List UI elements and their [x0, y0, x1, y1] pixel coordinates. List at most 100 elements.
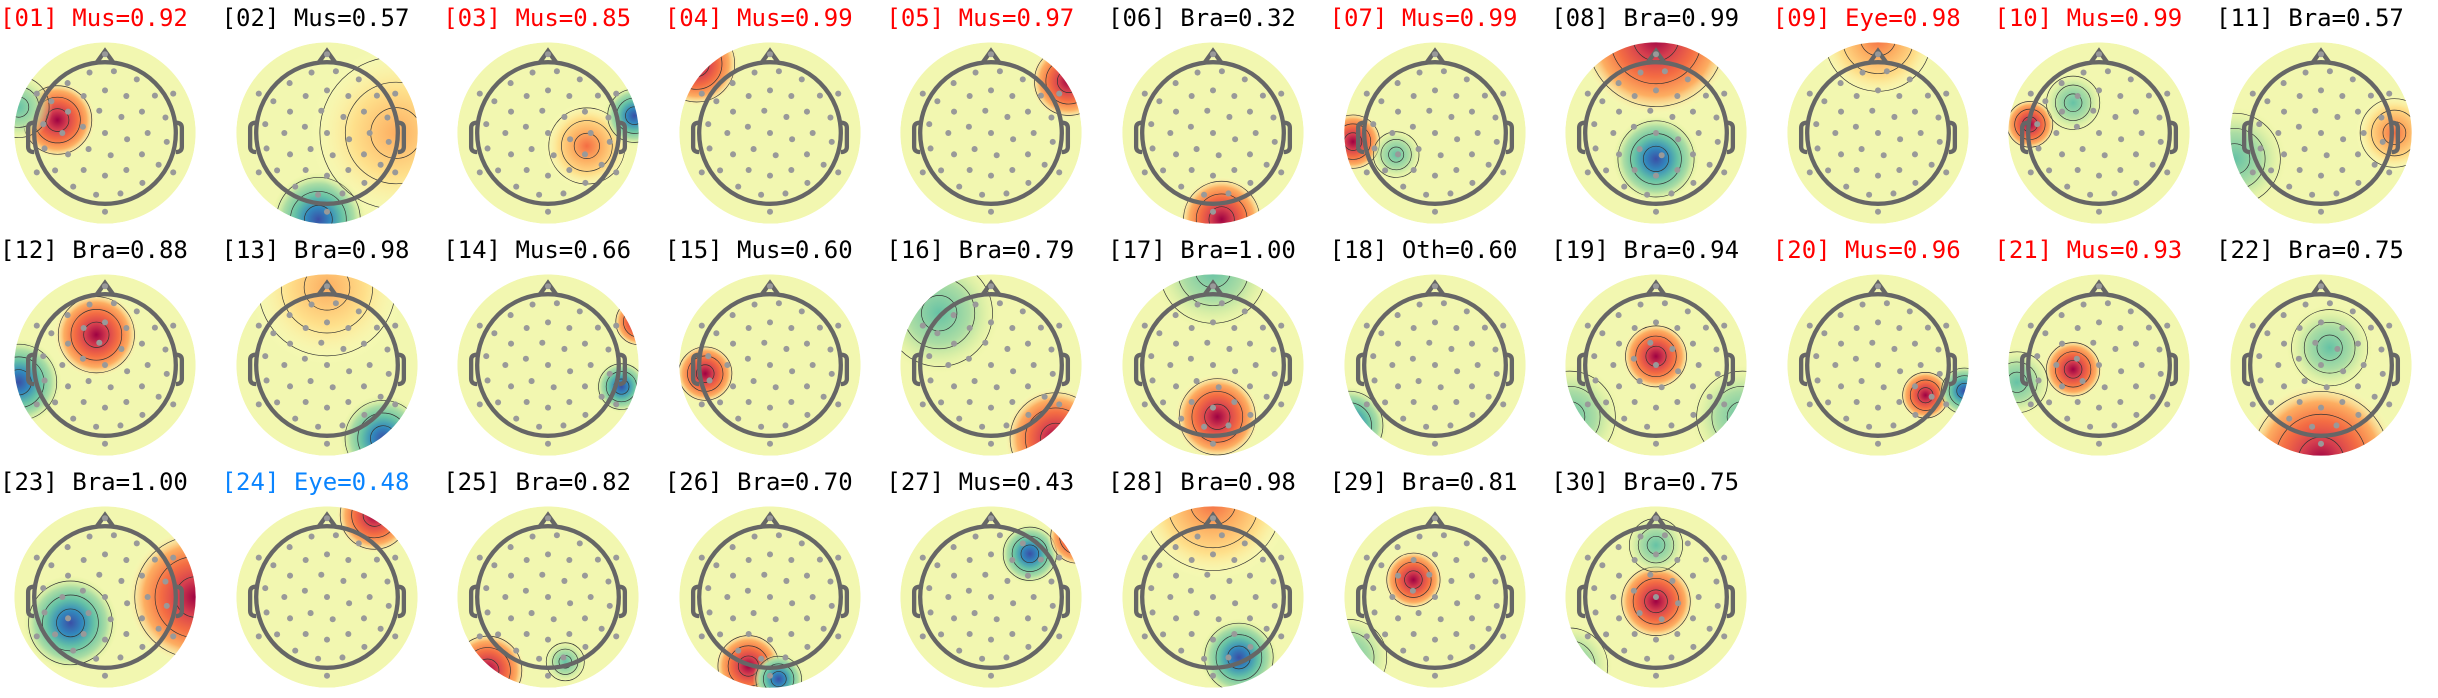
electrode: [1209, 672, 1217, 679]
electrode: [2317, 404, 2325, 411]
electrode: [2035, 145, 2042, 152]
component-label: Mus=0.93: [2066, 236, 2183, 264]
head-outline: [1355, 47, 1514, 206]
component-8[interactable]: [08] Bra=0.99: [1551, 4, 1773, 234]
component-22[interactable]: [22] Bra=0.75: [2216, 236, 2438, 466]
electrode: [1422, 655, 1429, 662]
topomap: [2008, 42, 2191, 224]
electrodes: [1584, 51, 1728, 215]
component-3[interactable]: [03] Mus=0.85: [443, 4, 665, 234]
electrode: [545, 404, 552, 411]
component-17[interactable]: [17] Bra=1.00: [1108, 236, 1330, 466]
electrodes: [1141, 283, 1285, 447]
electrode: [1453, 136, 1460, 143]
electrode: [766, 283, 773, 290]
component-24[interactable]: [24] Eye=0.48: [222, 468, 444, 698]
electrode: [1890, 190, 1897, 197]
component-29[interactable]: [29] Bra=0.81: [1330, 468, 1552, 698]
component-23[interactable]: [23] Bra=1.00: [0, 468, 222, 698]
component-12[interactable]: [12] Bra=0.88: [0, 236, 222, 466]
electrode: [1246, 340, 1253, 347]
electrode: [2249, 401, 2256, 408]
electrode: [988, 87, 995, 94]
electrode: [2367, 92, 2374, 99]
electrode: [1662, 300, 1669, 307]
component-30[interactable]: [30] Bra=0.75: [1551, 468, 1773, 698]
component-10[interactable]: [10] Mus=0.99: [1994, 4, 2216, 234]
contour-line: [70, 309, 123, 361]
component-2[interactable]: [02] Mus=0.57: [222, 4, 444, 234]
component-16[interactable]: [16] Bra=0.79: [886, 236, 1108, 466]
component-11[interactable]: [11] Bra=0.57: [2216, 4, 2438, 234]
contour-line: [2274, 413, 2368, 456]
electrode: [52, 631, 59, 638]
electrode: [1394, 544, 1401, 551]
electrode: [982, 571, 989, 578]
electrode: [613, 90, 620, 97]
component-18[interactable]: [18] Oth=0.60: [1330, 236, 1552, 466]
electrode: [123, 398, 130, 405]
electrode: [550, 384, 557, 391]
electrode: [360, 411, 368, 418]
component-1[interactable]: [01] Mus=0.92: [0, 4, 222, 234]
electrode: [323, 51, 330, 58]
electrode: [1050, 602, 1057, 609]
contour-line: [1696, 370, 1747, 456]
component-7[interactable]: [07] Mus=0.99: [1330, 4, 1552, 234]
electrode: [788, 368, 795, 375]
electrode: [286, 383, 293, 390]
component-index: [20]: [1772, 236, 1831, 264]
electrode: [1399, 647, 1406, 654]
electrode: [1695, 129, 1702, 137]
topomap: [1343, 506, 1526, 688]
electrode: [286, 108, 293, 115]
component-27[interactable]: [27] Mus=0.43: [886, 468, 1108, 698]
component-9[interactable]: [09] Eye=0.98: [1773, 4, 1995, 234]
electrode: [1431, 361, 1438, 369]
electrode: [323, 283, 330, 290]
electrode: [2117, 93, 2124, 100]
electrode: [2080, 301, 2087, 308]
component-20[interactable]: [20] Mus=0.96: [1773, 236, 1995, 466]
component-label: Mus=0.99: [737, 4, 853, 32]
component-28[interactable]: [28] Bra=0.98: [1108, 468, 1330, 698]
electrode: [545, 593, 552, 601]
component-6[interactable]: [06] Bra=0.32: [1108, 4, 1330, 234]
component-15[interactable]: [15] Mus=0.60: [665, 236, 887, 466]
electrode: [1252, 129, 1259, 137]
electrode: [255, 633, 262, 640]
component-4[interactable]: [04] Mus=0.99: [665, 4, 887, 234]
electrode: [751, 301, 758, 308]
electrode: [314, 655, 321, 662]
component-14[interactable]: [14] Mus=0.66: [443, 236, 665, 466]
electrode: [1167, 129, 1174, 137]
electrode: [1048, 346, 1055, 353]
electrode: [545, 361, 552, 369]
component-25[interactable]: [25] Bra=0.82: [443, 468, 665, 698]
electrode: [1004, 345, 1011, 352]
electrode: [1218, 300, 1225, 307]
component-13[interactable]: [13] Bra=0.98: [222, 236, 444, 466]
electrode: [124, 600, 131, 607]
electrode: [828, 138, 835, 145]
electrode: [2046, 399, 2053, 406]
electrode: [2312, 107, 2319, 114]
electrode: [1499, 322, 1506, 329]
electrode: [816, 324, 823, 331]
electrode: [1616, 151, 1623, 158]
electrode: [65, 383, 72, 390]
component-19[interactable]: [19] Bra=0.94: [1551, 236, 1773, 466]
electrode: [133, 540, 140, 547]
electrode: [1499, 401, 1506, 408]
electrode: [323, 636, 330, 643]
component-21[interactable]: [21] Mus=0.93: [1994, 236, 2216, 466]
electrode: [1156, 330, 1163, 337]
field-blob: [1625, 514, 1687, 576]
component-index: [06]: [1108, 4, 1166, 32]
component-26[interactable]: [26] Bra=0.70: [665, 468, 887, 698]
component-index: [12]: [0, 236, 58, 264]
electrode: [1431, 172, 1438, 179]
electrode: [280, 593, 287, 601]
electrode: [2302, 69, 2309, 76]
component-5[interactable]: [05] Mus=0.97: [886, 4, 1108, 234]
